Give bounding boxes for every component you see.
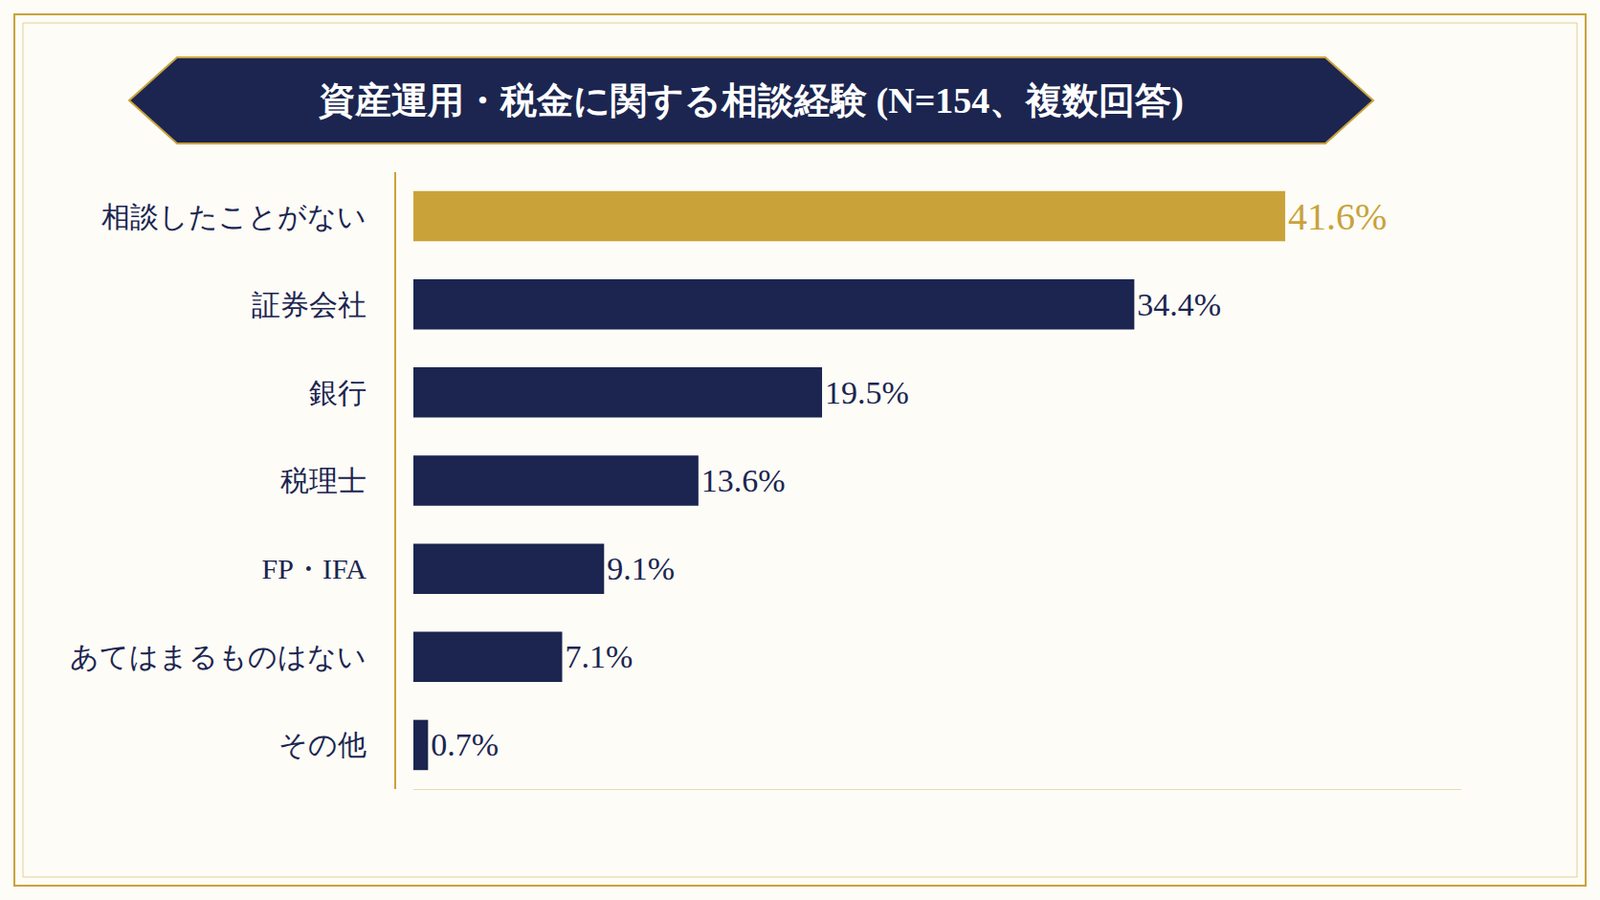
svg-text:銀行: 銀行 bbox=[309, 377, 367, 409]
svg-text:資産運用・税金に関する相談経験 (N=154、複数回答): 資産運用・税金に関する相談経験 (N=154、複数回答) bbox=[318, 80, 1184, 122]
svg-text:7.1%: 7.1% bbox=[564, 639, 633, 675]
svg-text:41.6%: 41.6% bbox=[1288, 195, 1387, 239]
svg-text:相談したことがない: 相談したことがない bbox=[101, 200, 367, 233]
svg-text:13.6%: 13.6% bbox=[701, 463, 786, 499]
svg-text:34.4%: 34.4% bbox=[1136, 287, 1222, 323]
svg-text:税理士: 税理士 bbox=[280, 465, 367, 497]
svg-text:19.5%: 19.5% bbox=[824, 375, 910, 411]
svg-text:あてはまるものはない: あてはまるものはない bbox=[69, 641, 367, 673]
svg-text:その他: その他 bbox=[278, 729, 367, 761]
svg-text:証券会社: 証券会社 bbox=[251, 288, 367, 321]
svg-text:0.7%: 0.7% bbox=[430, 727, 499, 763]
svg-text:9.1%: 9.1% bbox=[606, 551, 675, 587]
svg-text:FP・IFA: FP・IFA bbox=[262, 553, 368, 585]
